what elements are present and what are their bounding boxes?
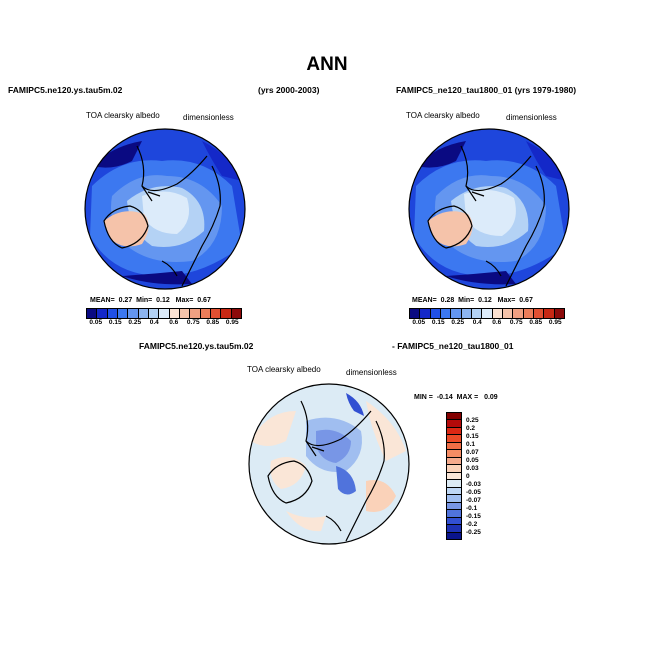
right-colorbar-label-1: 0.15 bbox=[431, 319, 445, 326]
diff-colorbar-swatch-9 bbox=[447, 480, 461, 488]
diff-colorbar-swatch-3 bbox=[447, 435, 461, 443]
left-colorbar-swatch-14 bbox=[231, 309, 241, 318]
right-run-label: FAMIPC5_ne120_tau1800_01 (yrs 1979-1980) bbox=[396, 85, 577, 95]
diff-colorbar-swatch-16 bbox=[447, 532, 461, 539]
left-colorbar-swatch-8 bbox=[169, 309, 180, 318]
diff-colorbar-label-11: -0.1 bbox=[466, 504, 478, 512]
left-colorbar-swatch-7 bbox=[159, 309, 170, 318]
diff-polar-map bbox=[248, 383, 410, 545]
left-colorbar-label-6: 0.85 bbox=[206, 319, 220, 326]
right-colorbar-swatch-7 bbox=[482, 309, 493, 318]
diff-colorbar-swatch-4 bbox=[447, 442, 461, 451]
diff-colorbar-swatch-7 bbox=[447, 465, 461, 473]
right-colorbar-swatch-2 bbox=[430, 309, 441, 318]
left-colorbar-label-3: 0.4 bbox=[149, 319, 159, 326]
diff-colorbar: 0.25 0.2 0.15 0.1 0.07 0.05 0.03 0 -0.03 -0.05 -0.… bbox=[446, 412, 481, 540]
diff-colorbar-label-4: 0.07 bbox=[466, 448, 479, 456]
right-colorbar-label-3: 0.4 bbox=[472, 319, 482, 326]
diff-colorbar-label-10: -0.07 bbox=[466, 496, 481, 504]
left-colorbar-swatch-2 bbox=[107, 309, 118, 318]
right-colorbar-swatch-3 bbox=[440, 309, 452, 318]
left-colorbar-swatch-4 bbox=[128, 309, 139, 318]
right-colorbar-swatch-6 bbox=[471, 309, 483, 318]
left-colorbar-swatch-12 bbox=[210, 309, 222, 318]
right-colorbar-swatch-9 bbox=[502, 309, 514, 318]
diff-stats: MIN = -0.14 MAX = 0.09 bbox=[414, 394, 498, 401]
diff-colorbar-label-5: 0.05 bbox=[466, 456, 479, 464]
right-polar-map bbox=[408, 128, 570, 290]
diff-colorbar-label-14: -0.25 bbox=[466, 528, 481, 536]
diff-colorbar-swatch-11 bbox=[447, 495, 461, 503]
page-title: ANN bbox=[306, 54, 348, 75]
left-colorbar-label-4: 0.6 bbox=[169, 319, 179, 326]
diff-units-label: dimensionless bbox=[346, 368, 397, 377]
diff-colorbar-swatch-5 bbox=[447, 450, 461, 458]
diff-colorbar-swatch-10 bbox=[447, 487, 461, 496]
right-colorbar-label-7: 0.95 bbox=[548, 319, 562, 326]
diff-run-a-label: FAMIPC5.ne120.ys.tau5m.02 bbox=[139, 341, 254, 351]
right-colorbar-label-6: 0.85 bbox=[529, 319, 543, 326]
left-colorbar-label-7: 0.95 bbox=[225, 319, 239, 326]
left-colorbar-swatch-6 bbox=[148, 309, 160, 318]
right-colorbar-label-4: 0.6 bbox=[492, 319, 502, 326]
diff-colorbar-label-2: 0.15 bbox=[466, 432, 479, 440]
diff-variable-label: TOA clearsky albedo bbox=[247, 365, 321, 374]
left-colorbar-swatch-13 bbox=[221, 309, 232, 318]
diff-colorbar-swatch-0 bbox=[447, 413, 461, 421]
diff-colorbar-label-6: 0.03 bbox=[466, 464, 479, 472]
diff-colorbar-swatch-1 bbox=[447, 420, 461, 428]
diff-run-b-label: - FAMIPC5_ne120_tau1800_01 bbox=[392, 341, 514, 351]
left-colorbar-swatch-11 bbox=[200, 309, 211, 318]
right-colorbar-swatch-1 bbox=[420, 309, 431, 318]
left-colorbar: 0.05 0.15 0.25 0.4 0.6 0.75 0.85 0.95 bbox=[86, 308, 242, 326]
diff-colorbar-label-9: -0.05 bbox=[466, 488, 481, 496]
left-colorbar-swatch-3 bbox=[117, 309, 129, 318]
diff-colorbar-label-12: -0.15 bbox=[466, 512, 481, 520]
left-colorbar-swatch-9 bbox=[179, 309, 191, 318]
left-colorbar-swatch-10 bbox=[190, 309, 201, 318]
left-units-label: dimensionless bbox=[183, 113, 234, 122]
right-colorbar-label-0: 0.05 bbox=[412, 319, 426, 326]
right-colorbar-swatch-14 bbox=[554, 309, 564, 318]
diff-colorbar-swatch-13 bbox=[447, 510, 461, 518]
right-colorbar-swatch-13 bbox=[544, 309, 555, 318]
diff-colorbar-swatch-6 bbox=[447, 457, 461, 466]
left-variable-label: TOA clearsky albedo bbox=[86, 111, 160, 120]
diff-colorbar-swatch-2 bbox=[447, 427, 461, 436]
diff-colorbar-label-1: 0.2 bbox=[466, 424, 476, 432]
diff-colorbar-label-7: 0 bbox=[466, 472, 470, 480]
left-polar-map bbox=[84, 128, 246, 290]
diff-colorbar-swatch-12 bbox=[447, 502, 461, 511]
left-colorbar-label-2: 0.25 bbox=[128, 319, 142, 326]
right-stats: MEAN= 0.28 Min= 0.12 Max= 0.67 bbox=[412, 297, 533, 304]
right-colorbar-swatch-10 bbox=[513, 309, 524, 318]
left-years-label: (yrs 2000-2003) bbox=[258, 85, 320, 95]
right-colorbar-swatch-0 bbox=[410, 309, 421, 318]
right-colorbar-label-5: 0.75 bbox=[509, 319, 523, 326]
right-variable-label: TOA clearsky albedo bbox=[406, 111, 480, 120]
diff-colorbar-label-8: -0.03 bbox=[466, 480, 481, 488]
diff-colorbar-label-13: -0.2 bbox=[466, 520, 478, 528]
diff-colorbar-swatch-14 bbox=[447, 517, 461, 526]
right-colorbar-swatch-11 bbox=[523, 309, 534, 318]
right-colorbar-swatch-8 bbox=[492, 309, 503, 318]
left-colorbar-label-1: 0.15 bbox=[108, 319, 122, 326]
diff-colorbar-swatch-15 bbox=[447, 525, 461, 533]
right-colorbar-label-2: 0.25 bbox=[451, 319, 465, 326]
right-colorbar: 0.05 0.15 0.25 0.4 0.6 0.75 0.85 0.95 bbox=[409, 308, 565, 326]
left-run-label: FAMIPC5.ne120.ys.tau5m.02 bbox=[8, 85, 123, 95]
left-colorbar-label-0: 0.05 bbox=[89, 319, 103, 326]
left-colorbar-swatch-5 bbox=[138, 309, 149, 318]
left-colorbar-swatch-0 bbox=[87, 309, 98, 318]
right-colorbar-swatch-5 bbox=[461, 309, 472, 318]
diff-colorbar-label-0: 0.25 bbox=[466, 416, 479, 424]
right-units-label: dimensionless bbox=[506, 113, 557, 122]
left-colorbar-swatch-1 bbox=[97, 309, 108, 318]
right-colorbar-swatch-4 bbox=[451, 309, 462, 318]
diff-colorbar-label-3: 0.1 bbox=[466, 440, 476, 448]
left-stats: MEAN= 0.27 Min= 0.12 Max= 0.67 bbox=[90, 297, 211, 304]
right-colorbar-swatch-12 bbox=[533, 309, 545, 318]
left-colorbar-label-5: 0.75 bbox=[186, 319, 200, 326]
diff-colorbar-swatch-8 bbox=[447, 472, 461, 481]
